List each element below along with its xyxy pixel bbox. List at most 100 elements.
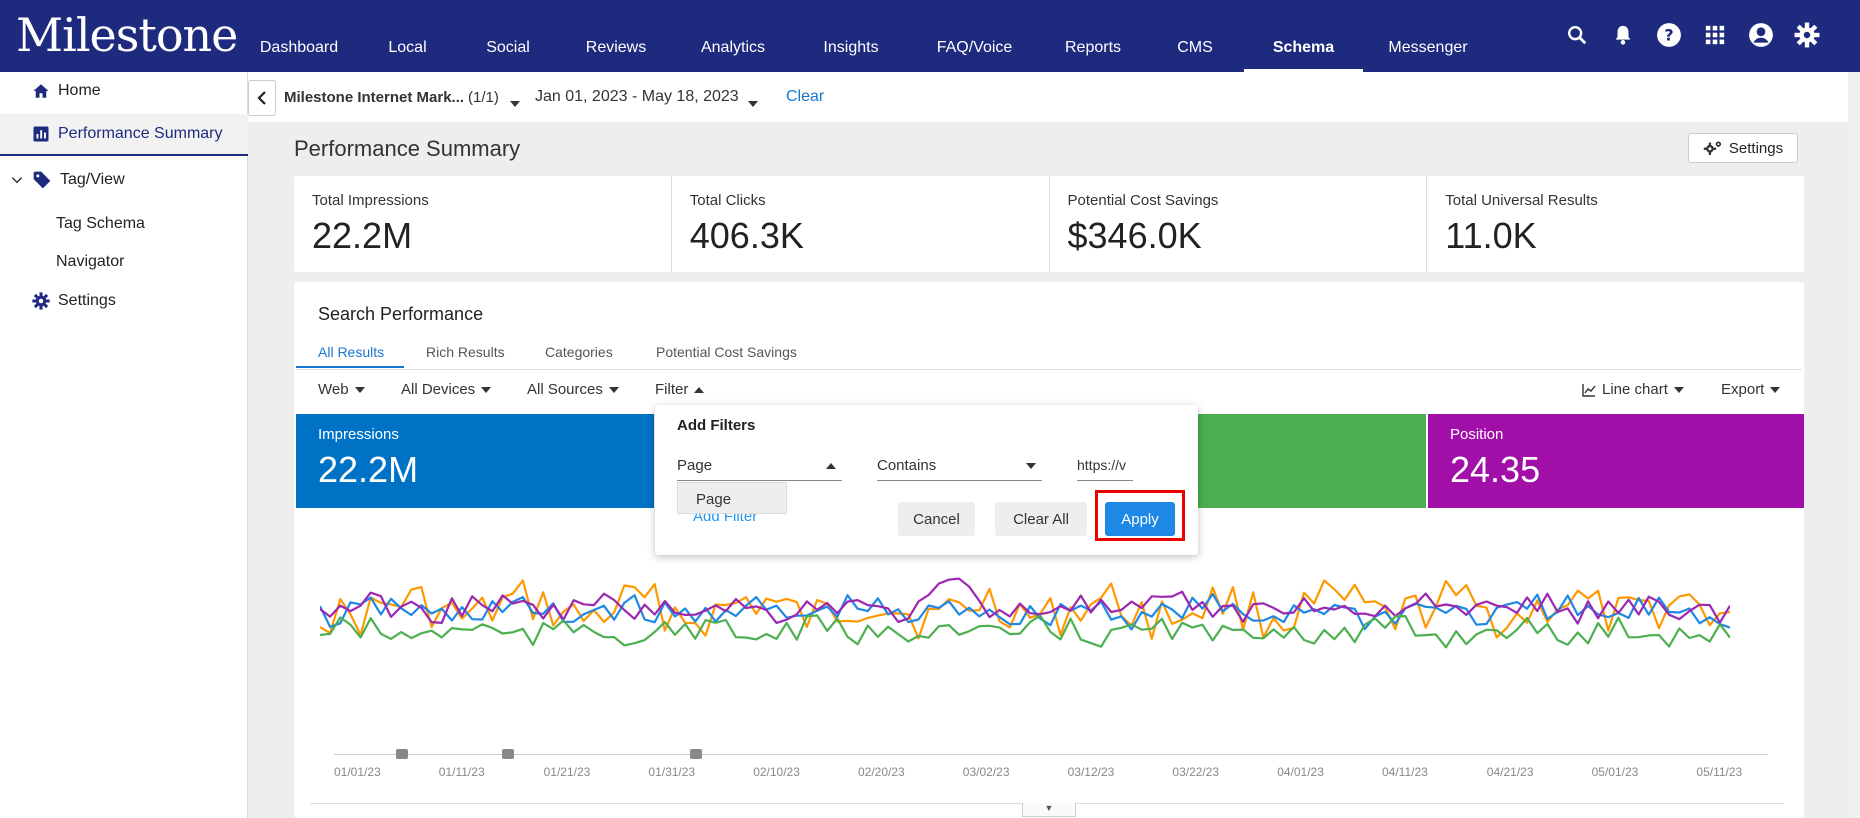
x-tick-label: 01/11/23 [438, 765, 485, 779]
sidebar-item-tag-view[interactable]: Tag/View [10, 170, 125, 190]
caret-down-icon [1026, 463, 1036, 469]
annotation-icon[interactable] [502, 749, 514, 759]
clear-all-button[interactable]: Clear All [995, 502, 1087, 536]
nav-reports[interactable]: Reports [1064, 39, 1122, 56]
sidebar [0, 72, 248, 818]
caret-down-icon [354, 386, 365, 393]
metric-tile-position[interactable]: Position 24.35 [1428, 414, 1804, 508]
account-selector[interactable]: Milestone Internet Mark... [284, 89, 464, 106]
search-performance-chart [320, 577, 1730, 649]
sidebar-item-label: Navigator [56, 253, 125, 270]
metric-tile-green[interactable] [1198, 414, 1426, 508]
x-tick-label: 03/22/23 [1172, 765, 1220, 779]
tag-icon [33, 171, 51, 189]
date-range-selector[interactable]: Jan 01, 2023 - May 18, 2023 [535, 88, 739, 105]
apply-button[interactable]: Apply [1105, 502, 1175, 536]
metric-value: 22.2M [318, 449, 419, 490]
sidebar-item-settings[interactable]: Settings [32, 292, 116, 310]
top-navbar: Milestone Dashboard Local Social Reviews… [0, 0, 1860, 72]
date-range-dropdown-caret[interactable] [748, 94, 758, 112]
nav-insights[interactable]: Insights [823, 39, 879, 56]
kpi-total-impressions: Total Impressions 22.2M [294, 176, 672, 272]
x-tick-label: 02/20/23 [858, 765, 905, 779]
dropdown-option-page[interactable]: Page [677, 482, 787, 514]
chevron-down-icon [11, 177, 23, 184]
kpi-label: Total Clicks [689, 192, 766, 209]
account-dropdown-caret[interactable] [510, 94, 520, 112]
sidebar-item-tag-schema[interactable]: Tag Schema [56, 215, 145, 233]
milestone-logo[interactable]: Milestone [16, 8, 238, 62]
nav-schema[interactable]: Schema [1244, 0, 1363, 72]
select-value: Contains [877, 457, 937, 474]
bell-icon[interactable] [1610, 22, 1636, 48]
filter-field-select[interactable]: Page [677, 447, 842, 481]
kpi-total-clicks: Total Clicks 406.3K [672, 176, 1050, 272]
sidebar-item-label: Performance Summary [58, 125, 223, 142]
sidebar-item-label: Home [58, 82, 101, 99]
page-scrollbar[interactable] [1848, 72, 1860, 818]
filter-dropdown[interactable]: Filter [655, 381, 705, 398]
caret-down-icon [1770, 386, 1781, 393]
x-tick-label: 05/01/23 [1591, 765, 1639, 779]
collapse-sidebar-button[interactable] [248, 80, 276, 116]
annotation-icon[interactable] [396, 749, 408, 759]
kpi-value: $346.0K [1067, 215, 1202, 256]
nav-social[interactable]: Social [486, 39, 530, 56]
nav-local[interactable]: Local [388, 39, 427, 56]
active-tab-indicator [296, 366, 404, 368]
chart-type-dropdown[interactable]: Line chart [1582, 381, 1684, 398]
settings-label: Settings [1728, 139, 1784, 157]
kpi-value: 11.0K [1445, 215, 1537, 256]
annotation-icon[interactable] [690, 749, 702, 759]
tab-all-results[interactable]: All Results [318, 344, 385, 360]
metric-label: Position [1450, 426, 1504, 443]
tab-categories[interactable]: Categories [545, 344, 613, 360]
x-axis-line [334, 754, 1768, 755]
metric-label: Impressions [318, 426, 399, 443]
settings-button[interactable]: Settings [1688, 133, 1798, 163]
nav-messenger[interactable]: Messenger [1388, 39, 1468, 56]
sources-dropdown[interactable]: All Sources [527, 381, 619, 398]
sidebar-item-navigator[interactable]: Navigator [56, 253, 124, 271]
help-icon[interactable]: ? [1656, 22, 1682, 48]
bar-chart-icon [33, 126, 49, 142]
devices-dropdown[interactable]: All Devices [401, 381, 492, 398]
apply-highlight-box [1095, 490, 1185, 541]
export-dropdown[interactable]: Export [1721, 381, 1781, 398]
nav-faq-voice[interactable]: FAQ/Voice [936, 39, 1013, 56]
nav-dashboard[interactable]: Dashboard [259, 39, 339, 56]
tab-potential-cost-savings[interactable]: Potential Cost Savings [656, 344, 797, 360]
nav-cms[interactable]: CMS [1177, 39, 1213, 56]
page-title: Performance Summary [294, 136, 521, 161]
nav-reviews[interactable]: Reviews [585, 39, 647, 56]
nav-analytics[interactable]: Analytics [700, 39, 766, 56]
cancel-button[interactable]: Cancel [898, 502, 975, 536]
filter-value-input[interactable]: https://v [1077, 447, 1133, 481]
tab-rich-results[interactable]: Rich Results [426, 344, 505, 360]
web-dropdown[interactable]: Web [318, 381, 365, 398]
expand-handle[interactable]: ▼ [1022, 803, 1076, 817]
select-value: Page [677, 457, 713, 474]
gears-icon [1703, 141, 1721, 155]
main-nav: Dashboard Local Social Reviews Analytics… [240, 0, 1493, 72]
sidebar-item-home[interactable]: Home [32, 82, 101, 100]
gear-icon[interactable] [1794, 22, 1820, 48]
account-name: Milestone Internet Mark... [284, 89, 465, 106]
caret-up-icon [826, 463, 836, 469]
search-icon[interactable] [1564, 22, 1590, 48]
x-tick-label: 03/02/23 [962, 765, 1010, 779]
account-icon[interactable] [1748, 22, 1774, 48]
sidebar-item-label: Tag Schema [56, 215, 145, 232]
dropdown-label: Filter [655, 381, 689, 398]
kpi-label: Total Impressions [312, 192, 429, 209]
apps-grid-icon[interactable] [1702, 22, 1728, 48]
filter-operator-select[interactable]: Contains [877, 447, 1042, 481]
sidebar-item-performance-summary[interactable]: Performance Summary [0, 114, 248, 156]
line-chart-icon [1582, 383, 1596, 397]
metric-tile-impressions[interactable]: Impressions 22.2M [296, 414, 654, 508]
dropdown-label: All Sources [527, 381, 603, 398]
x-tick-label: 01/21/23 [543, 765, 591, 779]
clear-link[interactable]: Clear [786, 88, 825, 105]
popup-title: Add Filters [677, 417, 756, 434]
kpi-label: Potential Cost Savings [1067, 192, 1219, 209]
